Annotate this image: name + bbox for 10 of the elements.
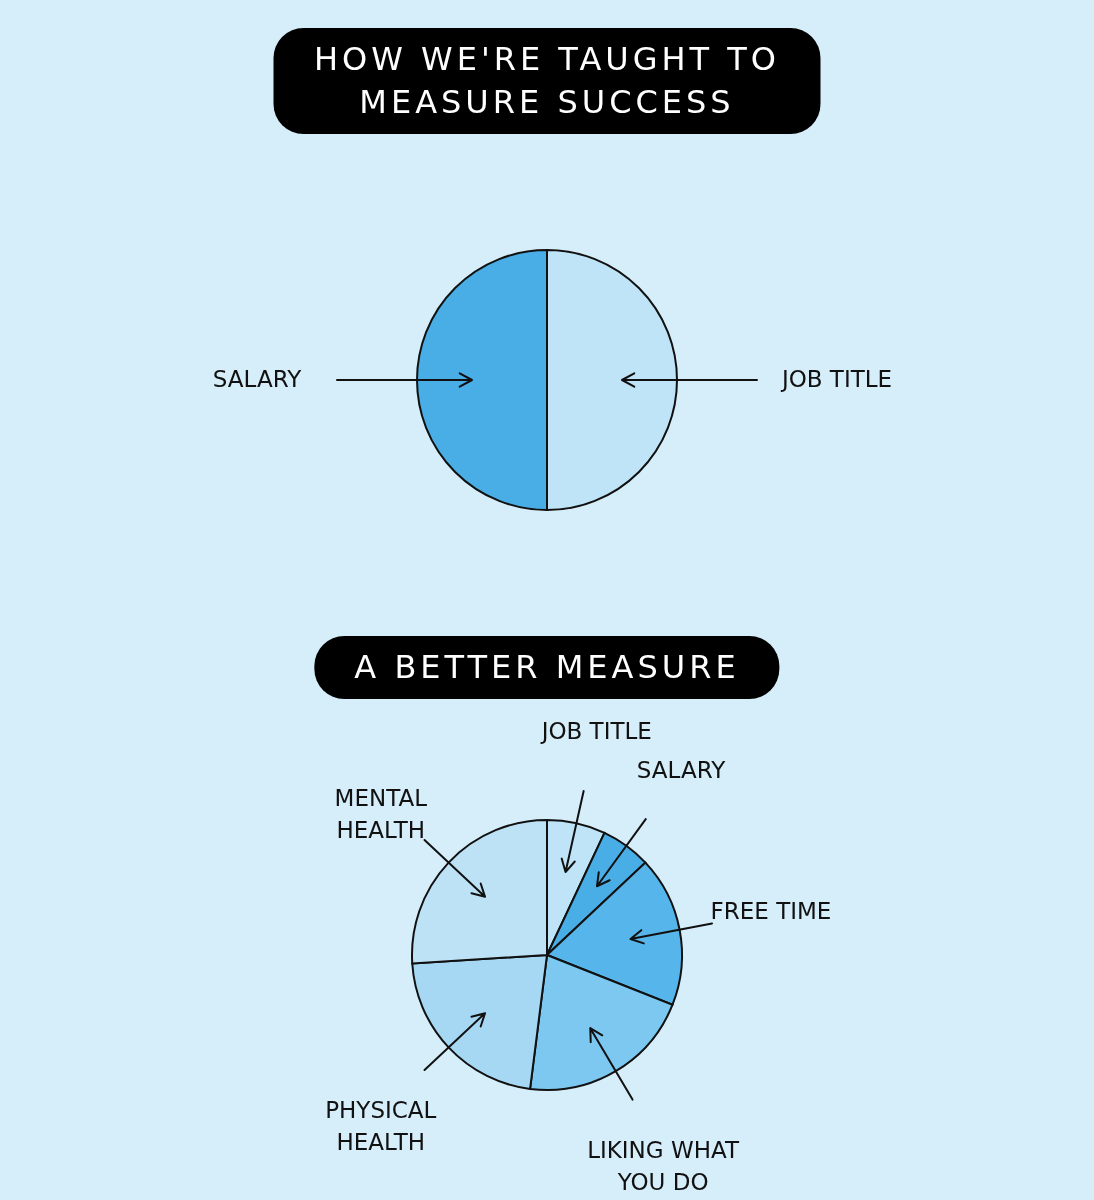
- slice-label: LIKING WHAT YOU DO: [587, 1137, 740, 1196]
- slice-label: SALARY: [636, 756, 727, 783]
- slice-label: PHYSICAL HEALTH: [325, 1097, 437, 1156]
- slice-label: JOB TITLE: [779, 366, 893, 392]
- slice-label: SALARY: [212, 366, 303, 392]
- chart-title: A BETTER MEASURE: [314, 636, 780, 700]
- slice-label: JOB TITLE: [539, 718, 652, 745]
- chart-title: HOW WE'RE TAUGHT TO MEASURE SUCCESS: [273, 28, 821, 135]
- slice-label: FREE TIME: [710, 898, 832, 925]
- slice-label: MENTAL HEALTH: [334, 784, 428, 843]
